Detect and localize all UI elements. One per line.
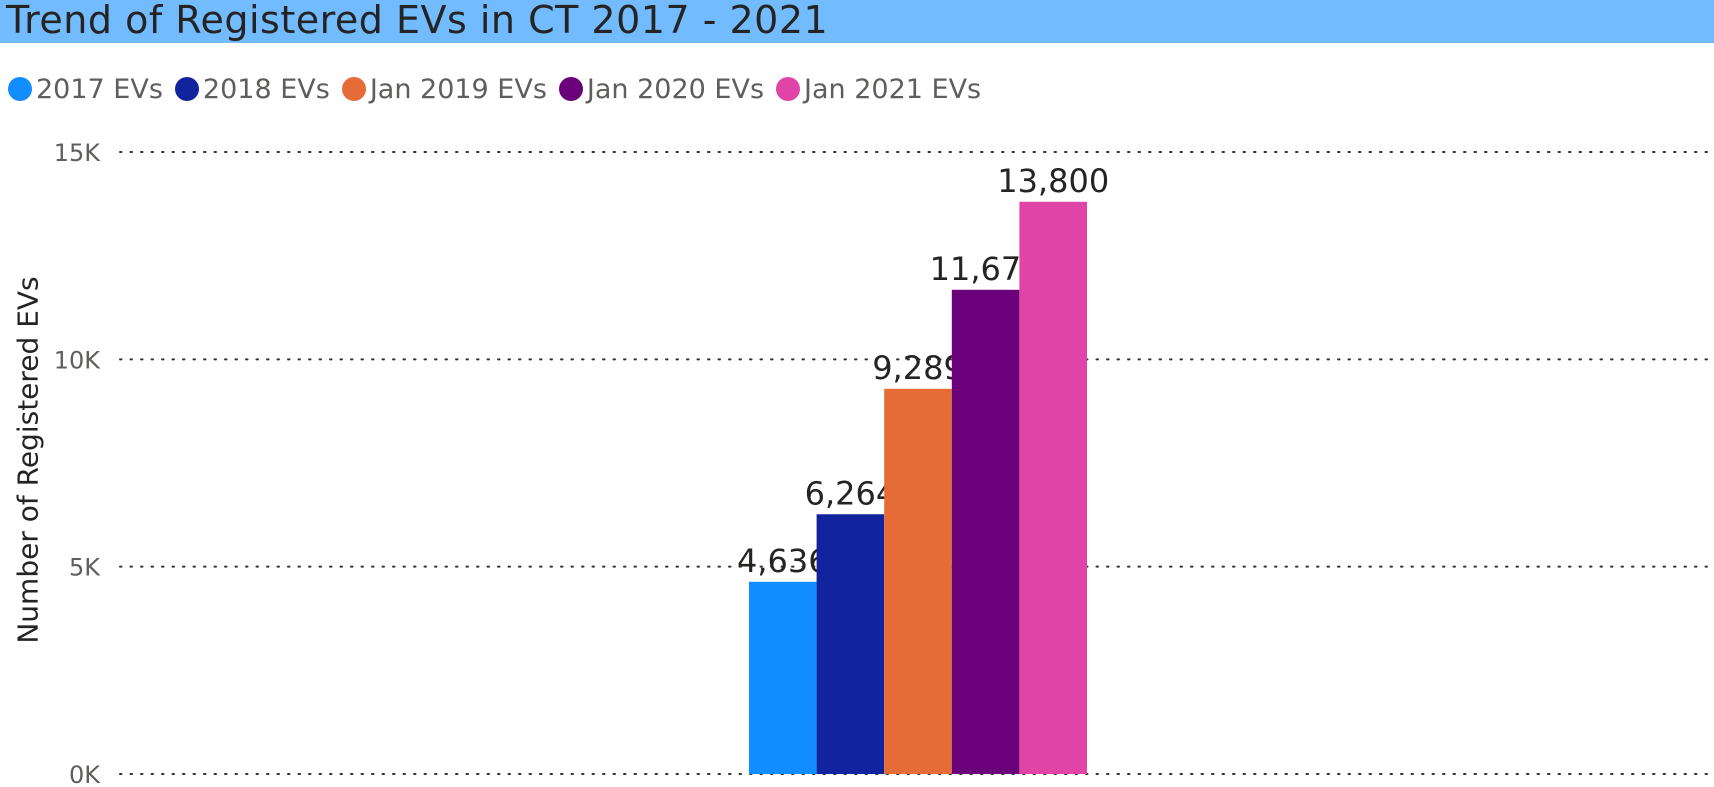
- y-tick-label-5k: 5K: [69, 554, 101, 582]
- legend-marker-2017: [8, 77, 32, 101]
- legend-item-2017[interactable]: 2017 EVs: [8, 74, 163, 105]
- y-tick-label-10k: 10K: [54, 346, 102, 374]
- bar-jan-2019-evs: [884, 388, 952, 774]
- legend-label-jan-2019: Jan 2019 EVs: [369, 73, 547, 105]
- bar-jan-2021-evs: [1019, 201, 1087, 774]
- legend-marker-2018: [174, 77, 199, 101]
- data-label-jan-2021-evs: 13,800: [997, 162, 1109, 200]
- legend-label-jan-2020: Jan 2020 EVs: [586, 73, 765, 105]
- legend-marker-jan-2021: [776, 77, 801, 101]
- title-bar: Trend of Registered EVs in CT 2017 - 202…: [0, 0, 1714, 43]
- legend-item-2018[interactable]: 2018 EVs: [174, 73, 330, 105]
- legend-item-jan-2021[interactable]: Jan 2021 EVs: [776, 74, 981, 105]
- chart-title: Trend of Registered EVs in CT 2017 - 202…: [6, 0, 829, 42]
- legend-label-2018: 2018 EVs: [202, 73, 330, 105]
- legend-label-jan-2021: Jan 2021 EVs: [804, 73, 982, 105]
- y-tick-label-15k: 15K: [54, 139, 102, 167]
- data-label-2017-evs: 4,636: [737, 542, 829, 580]
- legend-item-jan-2020[interactable]: Jan 2020 EVs: [558, 73, 765, 105]
- data-label-jan-2019-evs: 9,289: [872, 349, 964, 387]
- legend: 2017 EVs 2018 EVs Jan 2019 EVs Jan 2020 …: [8, 72, 993, 106]
- bar-jan-2020-evs: [951, 289, 1020, 774]
- y-tick-label-0k: 0K: [69, 761, 101, 787]
- legend-item-jan-2019[interactable]: Jan 2019 EVs: [341, 73, 547, 105]
- legend-marker-jan-2019: [341, 77, 366, 101]
- legend-label-2017: 2017 EVs: [36, 73, 163, 105]
- data-label-2018-evs: 6,264: [805, 474, 897, 512]
- bar-2017-evs: [749, 581, 817, 774]
- bar-2018-evs: [816, 514, 885, 774]
- legend-marker-jan-2020: [558, 77, 583, 101]
